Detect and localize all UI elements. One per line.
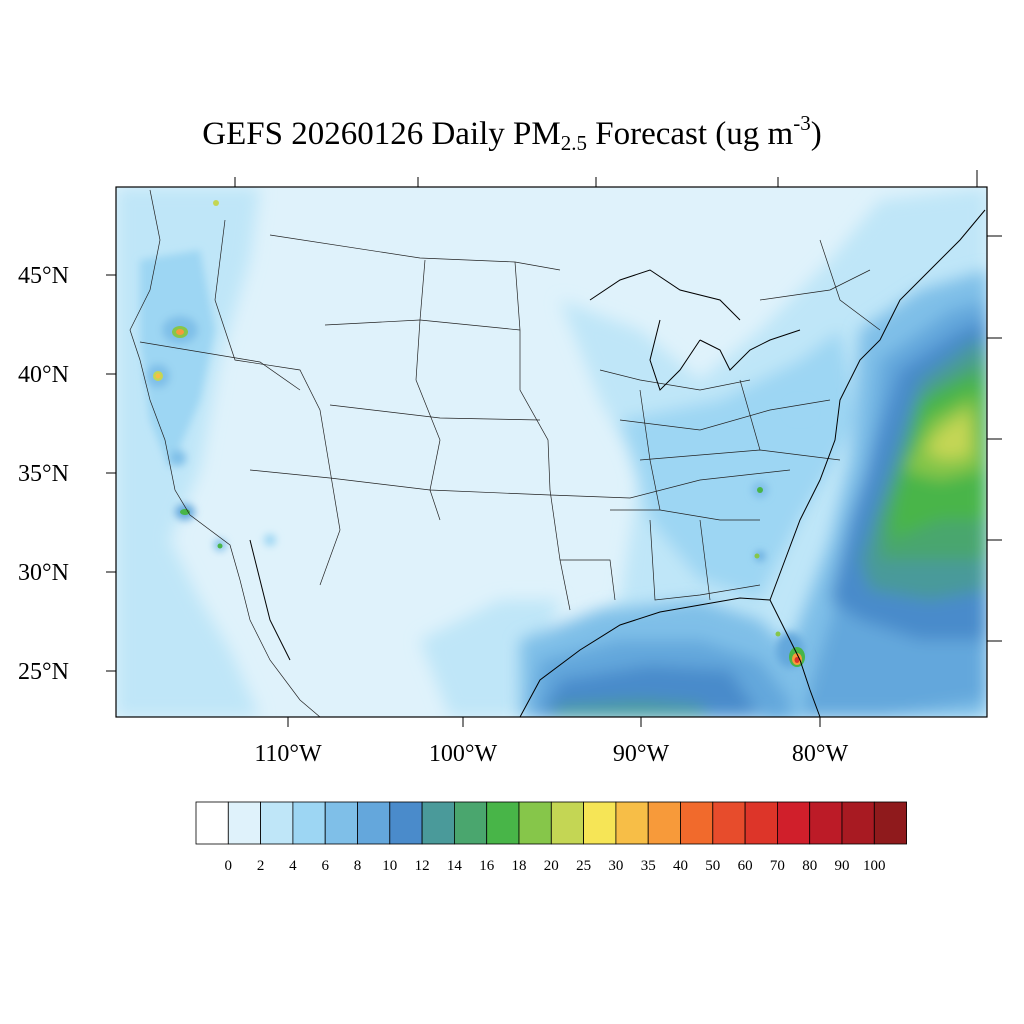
colorbar-swatch [292, 801, 326, 845]
latitude-label-35n: 35°N [18, 461, 69, 487]
colorbar-swatch [357, 801, 391, 845]
map-frame [115, 186, 988, 718]
colorbar-tick-label: 0 [224, 858, 233, 874]
axis-ticks [106, 170, 1002, 727]
longitude-label-100w: 100°W [428, 741, 498, 767]
colorbar-swatch [227, 801, 262, 845]
colorbar-tick-label: 70 [769, 858, 785, 874]
colorbar-tick-label: 25 [576, 858, 592, 874]
colorbar-swatch [518, 801, 552, 845]
latitude-label-45n: 45°N [18, 263, 69, 289]
map-title: GEFS 20260126 Daily PM2.5 Forecast (ug m… [202, 111, 822, 155]
longitude-label-80w: 80°W [791, 741, 849, 767]
colorbar-swatch [680, 801, 714, 845]
colorbar-swatch [873, 801, 907, 845]
colorbar-tick-label: 10 [382, 858, 398, 874]
colorbar-tick-label: 80 [802, 858, 818, 874]
colorbar-tick-label: 2 [256, 858, 265, 874]
colorbar-swatch [260, 801, 294, 845]
colorbar-swatch [421, 801, 455, 845]
colorbar-swatch [777, 801, 811, 845]
colorbar-tick-label: 90 [834, 858, 850, 874]
longitude-label-90w: 90°W [612, 741, 670, 767]
colorbar-tick-label: 14 [446, 858, 462, 874]
colorbar-swatch [647, 801, 681, 845]
colorbar-tick-label: 50 [705, 858, 721, 874]
state-boundaries [129, 189, 881, 717]
colorbar-tick-label: 12 [414, 858, 430, 874]
colorbar-tick-label: 30 [608, 858, 624, 874]
colorbar-swatch [195, 801, 229, 845]
colorbar-swatch [324, 801, 358, 845]
colorbar-tick-label: 35 [640, 858, 656, 874]
colorbar-swatch [841, 801, 875, 845]
colorbar-tick-label: 60 [737, 858, 753, 874]
latitude-label-30n: 30°N [18, 560, 69, 586]
colorbar-swatch [615, 801, 649, 845]
longitude-label-110w: 110°W [254, 741, 322, 767]
colorbar-tick-label: 20 [543, 858, 559, 874]
colorbar [195, 801, 907, 845]
colorbar-tick-label: 4 [289, 858, 297, 874]
colorbar-tick-label: 40 [673, 858, 688, 874]
colorbar-tick-label: 100 [863, 858, 886, 874]
colorbar-swatch [389, 801, 423, 845]
colorbar-tick-label: 18 [511, 858, 527, 874]
colorbar-swatch [486, 801, 520, 845]
latitude-label-25n: 25°N [18, 659, 69, 685]
concentration-field [116, 187, 987, 717]
colorbar-tick-label: 8 [353, 858, 362, 874]
colorbar-swatch [583, 801, 617, 845]
colorbar-swatch [550, 801, 584, 845]
colorbar-swatch [712, 801, 746, 845]
colorbar-swatch [453, 801, 488, 845]
colorbar-swatch [809, 801, 843, 845]
colorbar-tick-label: 6 [321, 858, 329, 874]
coastlines [249, 209, 986, 717]
colorbar-swatch [744, 801, 778, 845]
colorbar-tick-label: 16 [479, 858, 495, 874]
latitude-label-40n: 40°N [18, 362, 69, 388]
